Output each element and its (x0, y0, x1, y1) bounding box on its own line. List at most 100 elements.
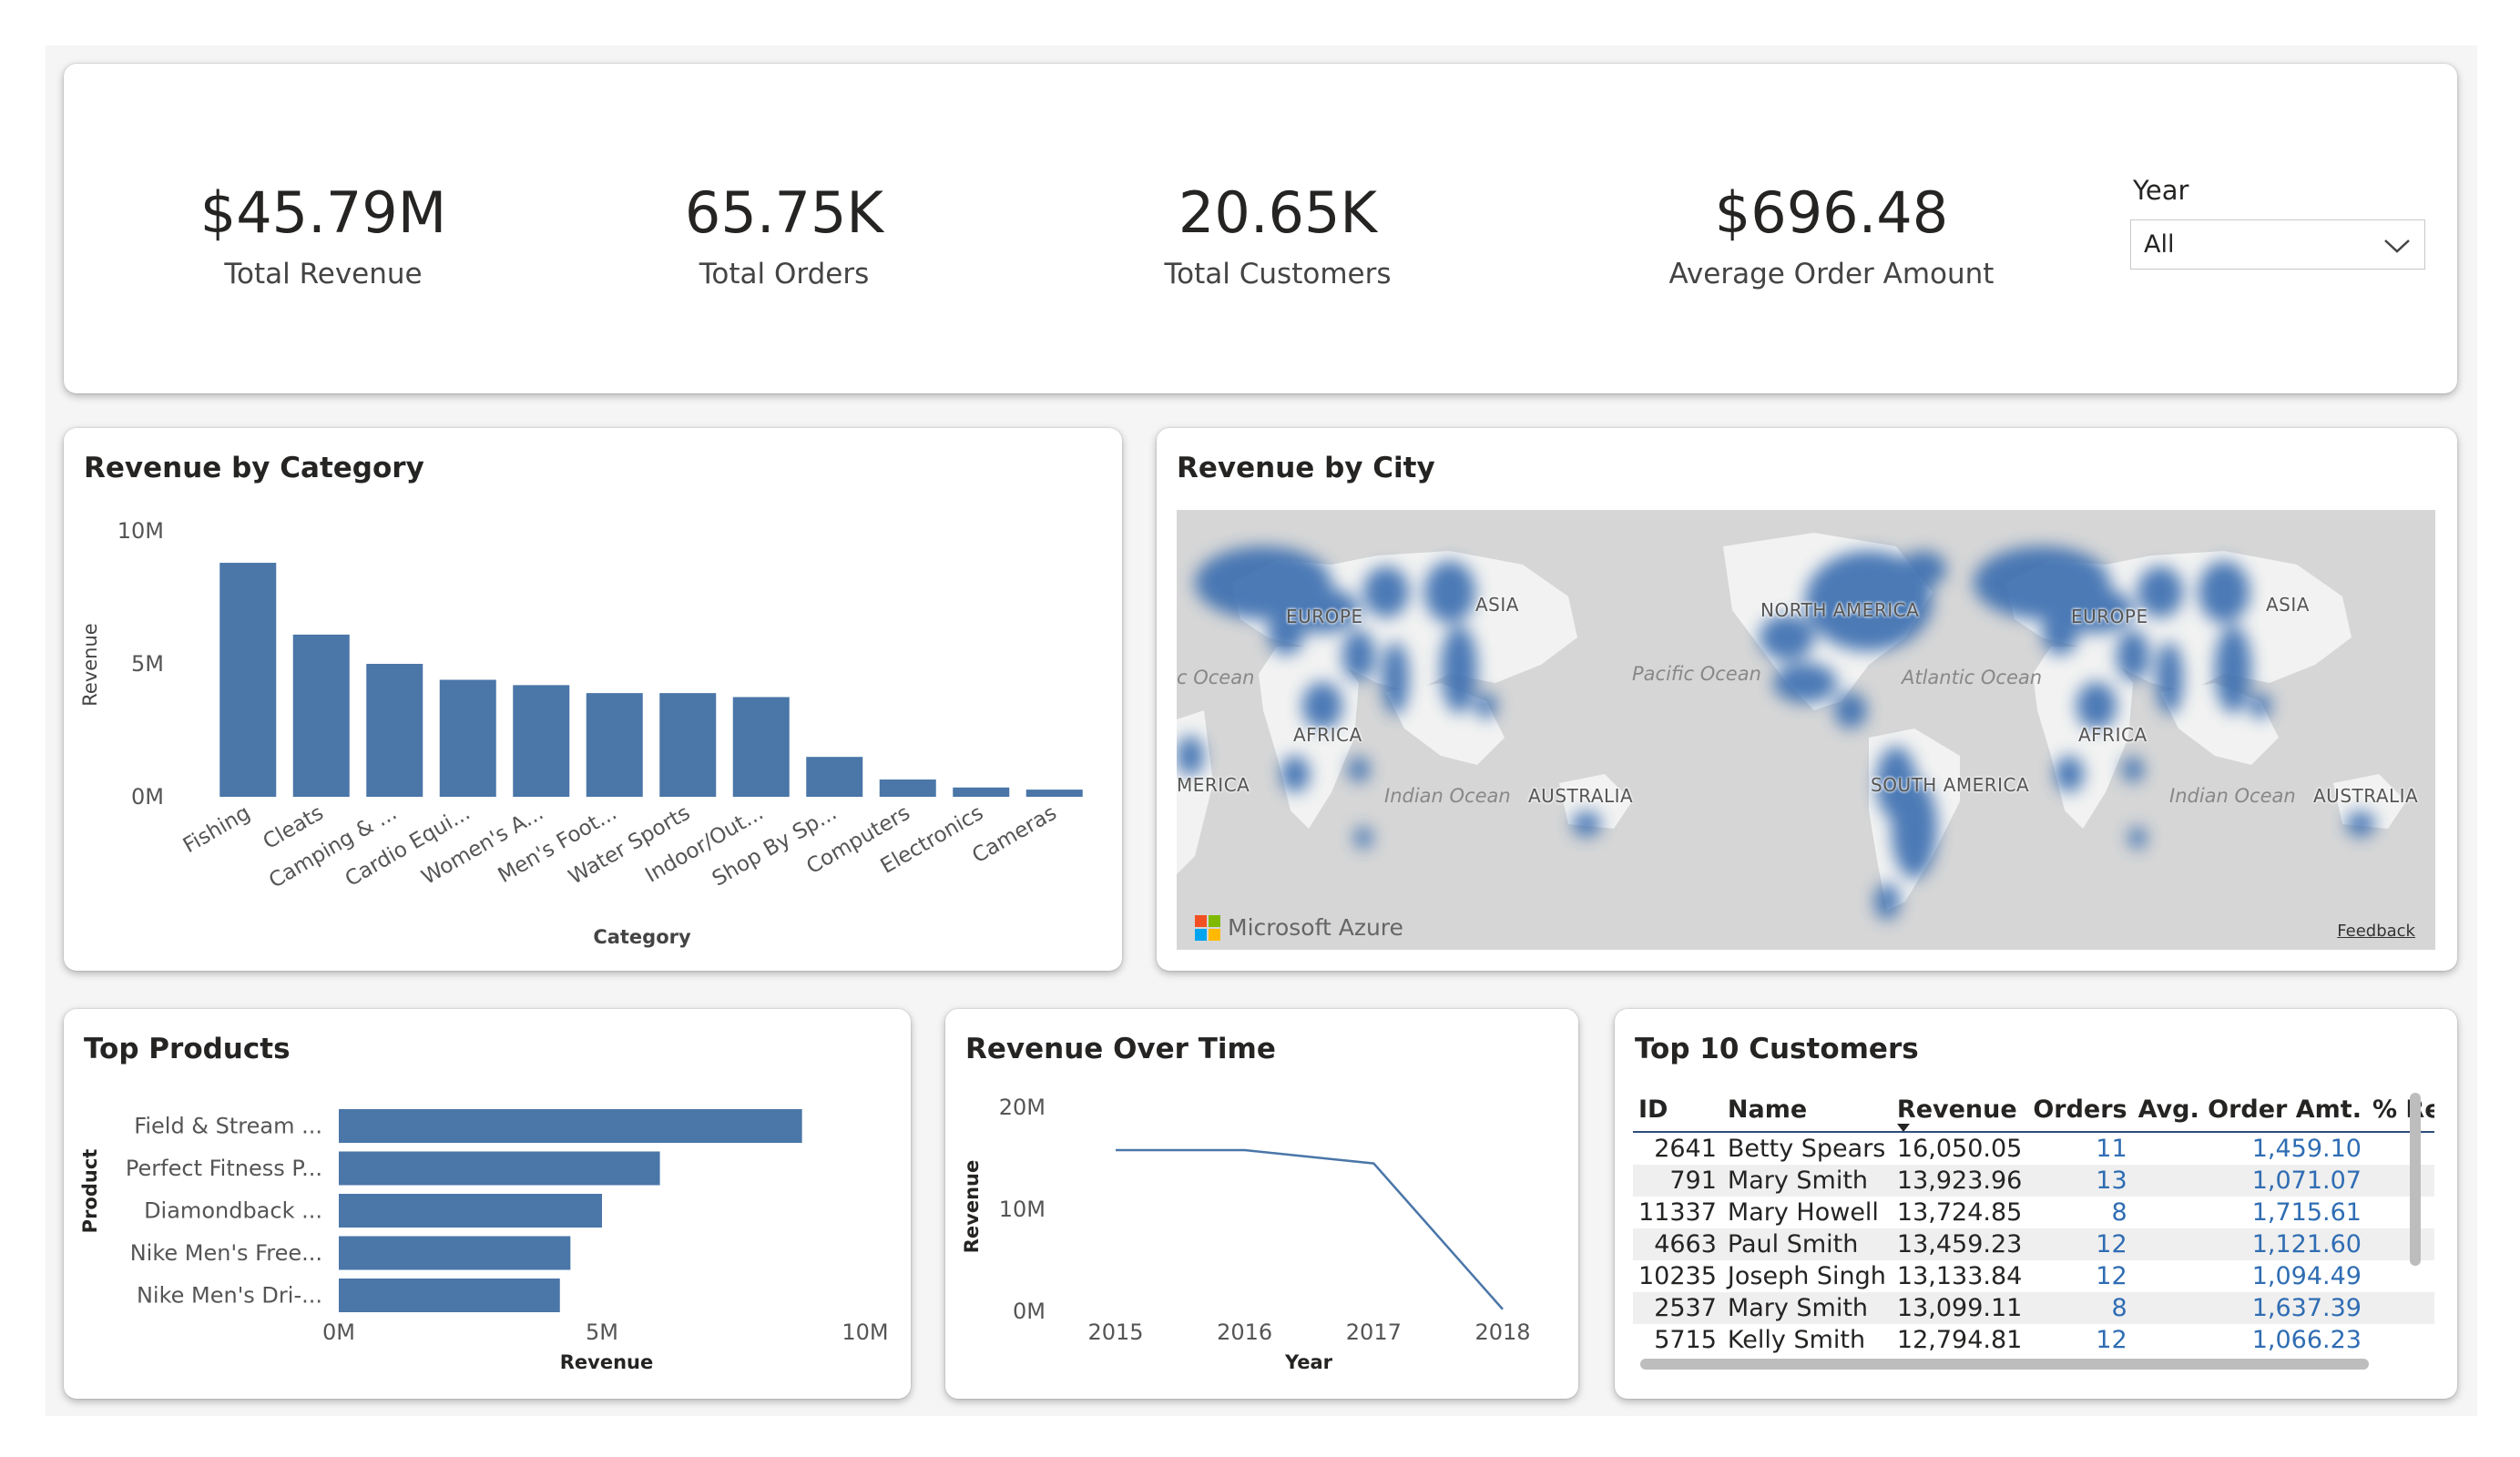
x-tick-label: 2017 (1346, 1319, 1402, 1345)
x-tick-label: Cardio Equi... (342, 801, 474, 892)
table-header-row: ID Name Revenue Orders Avg. Order Amt. %… (1633, 1087, 2434, 1132)
revenue-by-category-card[interactable]: Revenue by Category 0M 5M 10M Fishing Cleats… (64, 428, 1122, 971)
customer-orders: 8 (2111, 1198, 2127, 1227)
bar (339, 1151, 660, 1186)
y-tick-label: 5M (131, 651, 164, 677)
bar (339, 1279, 560, 1312)
bar (879, 779, 936, 797)
bar (366, 664, 423, 797)
customer-revenue: 13,459.23 (1891, 1228, 2028, 1260)
customer-id: 11337 (1638, 1198, 1717, 1227)
table-row[interactable]: 11337 Mary Howell 13,724.85 8 1,715.61 (1633, 1197, 2434, 1228)
customer-pct (2367, 1132, 2434, 1165)
card-title: Top Products (84, 1033, 291, 1065)
x-axis-label: Revenue (560, 1351, 654, 1373)
sort-descending-icon (1896, 1124, 1910, 1132)
x-tick-label: 2015 (1087, 1319, 1143, 1345)
chevron-down-icon (2384, 239, 2410, 253)
y-tick-label: 20M (999, 1095, 1046, 1120)
card-title: Revenue Over Time (965, 1033, 1276, 1065)
column-header-percent-revenue[interactable]: % Re (2372, 1095, 2434, 1124)
customer-name: Kelly Smith (1727, 1326, 1866, 1354)
customer-orders: 8 (2027, 1292, 2133, 1324)
table-row[interactable]: 10235 Joseph Singh 13,133.84 12 1,094.49 (1633, 1260, 2434, 1292)
map-label-australia: AUSTRALIA (1528, 785, 1634, 807)
customer-name: Mary Smith (1721, 1292, 1892, 1324)
column-header-orders[interactable]: Orders (2033, 1095, 2127, 1124)
microsoft-logo-icon (1195, 914, 1220, 941)
map-label-africa: AFRICA (1293, 724, 1362, 746)
kpi-total-orders: 65.75K Total Orders (511, 179, 1057, 291)
table-row[interactable]: 5715 Kelly Smith 12,794.81 12 1,066.23 (1633, 1324, 2434, 1356)
column-header-revenue[interactable]: Revenue (1892, 1087, 2027, 1132)
customer-pct (2366, 1228, 2434, 1260)
y-tick-label: 0M (1013, 1299, 1046, 1324)
customer-avg-order: 1,715.61 (2251, 1198, 2362, 1227)
card-title: Revenue by City (1177, 452, 1435, 484)
y-tick-label: 10M (999, 1197, 1046, 1222)
map-label-ocean: c Ocean (1177, 667, 1255, 688)
bar (339, 1194, 602, 1228)
column-header-avg-order-amt[interactable]: Avg. Order Amt. (2137, 1095, 2362, 1124)
bar (219, 563, 277, 797)
map-label-asia: ASIA (1475, 594, 1519, 616)
kpi-label: Total Orders (699, 258, 870, 290)
table-row[interactable]: 2641 Betty Spears 16,050.05 11 1,459.10 (1633, 1132, 2434, 1165)
revenue-by-city-card[interactable]: Revenue by City (1157, 428, 2457, 971)
customer-revenue: 16,050.05 (1896, 1135, 2023, 1163)
vertical-scrollbar[interactable] (2410, 1093, 2421, 1266)
card-title: Revenue by Category (84, 452, 424, 484)
column-header-id[interactable]: ID (1638, 1095, 1668, 1124)
map-label-europe: EUROPE (1286, 606, 1363, 627)
year-dropdown-value: All (2144, 230, 2175, 259)
y-tick-label: 0M (131, 784, 164, 810)
customer-revenue: 12,794.81 (1896, 1326, 2023, 1354)
customer-id: 4663 (1633, 1228, 1722, 1260)
revenue-map[interactable]: EUROPE ASIA AFRICA AUSTRALIA NORTH AMERI… (1177, 510, 2435, 950)
customer-pct (2366, 1292, 2434, 1324)
customer-avg-order: 1,094.49 (2251, 1262, 2362, 1290)
horizontal-scrollbar[interactable] (1640, 1359, 2369, 1370)
kpi-value: 65.75K (684, 179, 884, 246)
x-tick-label: 5M (586, 1319, 618, 1345)
bar (1025, 790, 1083, 797)
top-products-card[interactable]: Top Products Field & Stream ... Perfect F… (64, 1009, 911, 1399)
kpi-label: Total Revenue (224, 258, 423, 290)
map-label-south-america: SOUTH AMERICA (1871, 774, 2030, 796)
customer-id: 5715 (1654, 1326, 1717, 1354)
map-label-atlantic-ocean: Atlantic Ocean (1902, 667, 2043, 688)
customer-name: Paul Smith (1721, 1228, 1892, 1260)
y-tick-label: Field & Stream ... (134, 1114, 322, 1139)
table-row[interactable]: 4663 Paul Smith 13,459.23 12 1,121.60 (1633, 1228, 2434, 1260)
x-tick-label: 0M (322, 1319, 355, 1345)
y-axis-label: Revenue (961, 1160, 983, 1254)
column-header-name[interactable]: Name (1727, 1095, 1808, 1124)
revenue-over-time-card[interactable]: Revenue Over Time 0M 10M 20M 2015 2016 2017 20… (945, 1009, 1578, 1399)
customer-orders: 12 (2096, 1326, 2127, 1354)
x-tick-label: 2016 (1217, 1319, 1272, 1345)
customer-orders: 13 (2027, 1165, 2133, 1197)
map-label-pacific-ocean: Pacific Ocean (1632, 663, 1761, 685)
x-tick-label: Fishing (179, 801, 254, 859)
table-row[interactable]: 2537 Mary Smith 13,099.11 8 1,637.39 (1633, 1292, 2434, 1324)
top-customers-card[interactable]: Top 10 Customers ID Name Revenue Orders … (1615, 1009, 2457, 1399)
y-tick-label: Perfect Fitness P... (126, 1156, 322, 1181)
customer-name: Mary Howell (1727, 1198, 1879, 1227)
bar (806, 757, 863, 797)
kpi-total-revenue: $45.79M Total Revenue (50, 185, 597, 291)
customer-id: 10235 (1638, 1262, 1717, 1290)
customer-id: 791 (1633, 1165, 1722, 1197)
map-label-indian-ocean: Indian Ocean (2169, 785, 2296, 807)
customer-pct (2366, 1165, 2434, 1197)
customer-avg-order: 1,066.23 (2251, 1326, 2362, 1354)
customer-orders: 11 (2096, 1135, 2127, 1163)
bar (586, 693, 643, 797)
year-dropdown[interactable]: All (2130, 219, 2425, 270)
feedback-link[interactable]: Feedback (2337, 922, 2415, 941)
map-label-north-america: NORTH AMERICA (1760, 599, 1920, 621)
attribution-text: Microsoft Azure (1228, 914, 1403, 941)
customers-table: ID Name Revenue Orders Avg. Order Amt. %… (1633, 1087, 2434, 1356)
table-row[interactable]: 791 Mary Smith 13,923.96 13 1,071.07 (1633, 1165, 2434, 1197)
map-label-europe: EUROPE (2071, 606, 2148, 627)
